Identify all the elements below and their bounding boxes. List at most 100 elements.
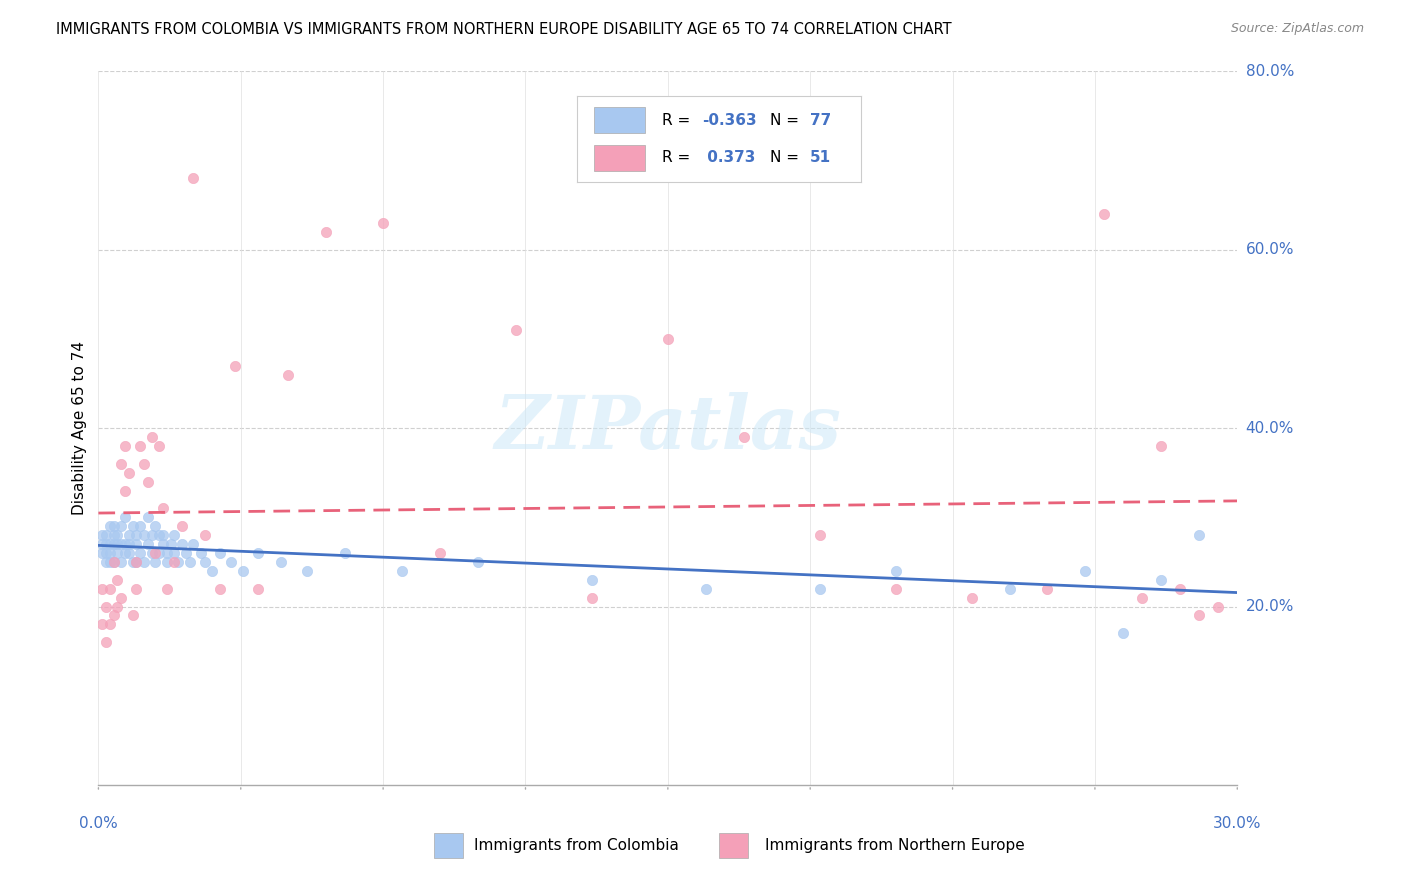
Point [429, 546, 451, 560]
Point [98, 519, 121, 533]
Point [132, 528, 155, 542]
Point [371, 216, 394, 230]
Text: ZIPatlas: ZIPatlas [495, 392, 841, 465]
Point [94, 635, 117, 649]
Point [118, 537, 141, 551]
Point [1112, 626, 1135, 640]
Point [107, 528, 129, 542]
Point [505, 323, 527, 337]
Point [136, 475, 159, 489]
Point [808, 582, 831, 596]
Point [467, 555, 489, 569]
Point [277, 368, 299, 382]
Point [118, 546, 141, 560]
Point [960, 591, 983, 605]
Point [167, 555, 190, 569]
Point [114, 439, 136, 453]
Point [1036, 582, 1059, 596]
Point [91, 546, 114, 560]
Point [808, 528, 831, 542]
Point [174, 546, 197, 560]
Point [148, 439, 170, 453]
Point [107, 573, 129, 587]
Point [103, 555, 125, 569]
Point [581, 591, 603, 605]
Point [208, 582, 231, 596]
Point [163, 546, 186, 560]
Text: 60.0%: 60.0% [1246, 243, 1294, 257]
Point [145, 555, 167, 569]
Point [190, 546, 212, 560]
Point [121, 555, 143, 569]
Point [1208, 599, 1230, 614]
Point [129, 519, 152, 533]
Point [136, 537, 159, 551]
Point [114, 483, 136, 498]
Point [114, 537, 136, 551]
Point [125, 537, 148, 551]
Point [695, 582, 717, 596]
Y-axis label: Disability Age 65 to 74: Disability Age 65 to 74 [72, 341, 87, 516]
Text: 80.0%: 80.0% [1246, 64, 1294, 78]
Point [156, 555, 179, 569]
Point [1188, 608, 1211, 623]
Point [121, 519, 143, 533]
Point [103, 608, 125, 623]
Text: 40.0%: 40.0% [1246, 421, 1294, 435]
Point [107, 546, 129, 560]
Point [335, 546, 357, 560]
Point [297, 564, 319, 578]
Point [156, 546, 179, 560]
Point [170, 537, 193, 551]
Point [125, 582, 148, 596]
Point [884, 564, 907, 578]
Point [94, 537, 117, 551]
Text: Source: ZipAtlas.com: Source: ZipAtlas.com [1230, 22, 1364, 36]
Text: 0.0%: 0.0% [79, 815, 118, 830]
Point [94, 546, 117, 560]
Point [103, 519, 125, 533]
Point [145, 519, 167, 533]
Text: Immigrants from Northern Europe: Immigrants from Northern Europe [765, 838, 1025, 853]
Point [163, 528, 186, 542]
Point [1150, 439, 1173, 453]
Point [118, 528, 141, 542]
Point [94, 599, 117, 614]
Point [208, 546, 231, 560]
Point [107, 537, 129, 551]
Point [581, 573, 603, 587]
Point [141, 546, 163, 560]
Point [114, 546, 136, 560]
Point [141, 430, 163, 444]
Point [103, 528, 125, 542]
Point [110, 537, 132, 551]
Point [1094, 207, 1116, 221]
Point [156, 582, 179, 596]
Text: Immigrants from Colombia: Immigrants from Colombia [474, 838, 679, 853]
Point [110, 457, 132, 471]
Point [391, 564, 413, 578]
Point [1188, 528, 1211, 542]
Point [1170, 582, 1192, 596]
FancyBboxPatch shape [718, 833, 748, 858]
Point [183, 537, 205, 551]
Point [107, 599, 129, 614]
Point [98, 555, 121, 569]
Point [194, 528, 217, 542]
Point [201, 564, 224, 578]
Point [221, 555, 243, 569]
Point [94, 528, 117, 542]
Point [246, 582, 269, 596]
Point [91, 528, 114, 542]
Point [98, 546, 121, 560]
Point [141, 528, 163, 542]
Point [136, 510, 159, 524]
Point [145, 546, 167, 560]
Point [152, 501, 174, 516]
Text: IMMIGRANTS FROM COLOMBIA VS IMMIGRANTS FROM NORTHERN EUROPE DISABILITY AGE 65 TO: IMMIGRANTS FROM COLOMBIA VS IMMIGRANTS F… [56, 22, 952, 37]
Point [103, 537, 125, 551]
Point [91, 582, 114, 596]
Point [270, 555, 292, 569]
Point [91, 617, 114, 632]
Point [179, 555, 201, 569]
